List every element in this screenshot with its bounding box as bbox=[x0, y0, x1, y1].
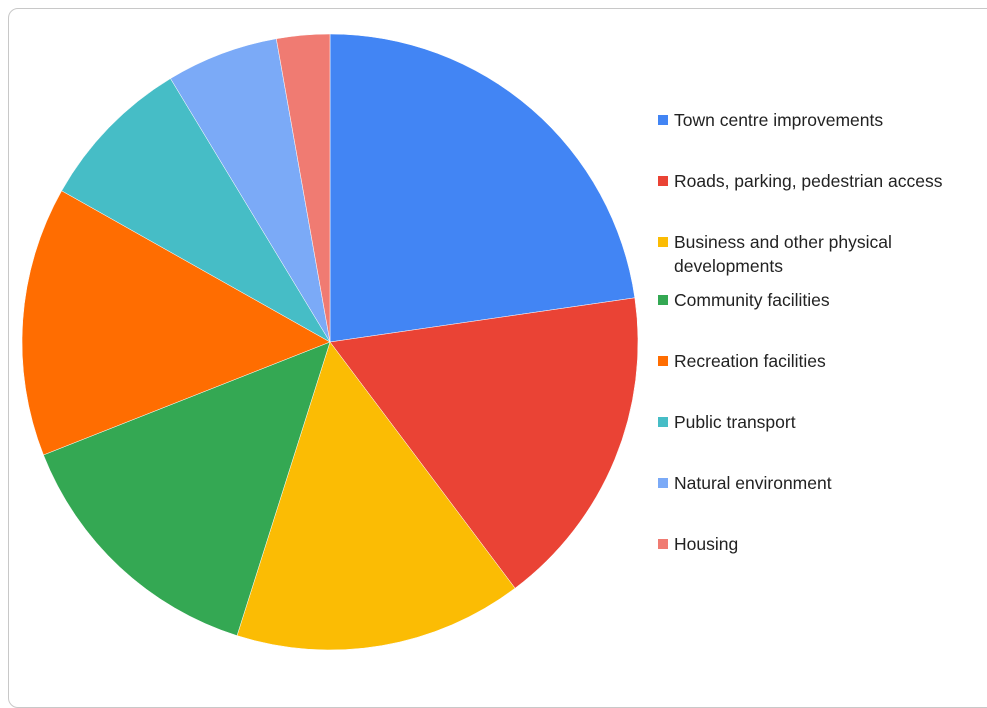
legend-swatch bbox=[658, 115, 668, 125]
legend-swatch bbox=[658, 295, 668, 305]
legend-swatch bbox=[658, 176, 668, 186]
legend-label: Housing bbox=[674, 534, 739, 554]
legend-item-recreation: Recreation facilities bbox=[658, 349, 826, 373]
pie-slice-community-facilities bbox=[43, 341, 331, 636]
legend-swatch bbox=[658, 417, 668, 427]
legend-label: Public transport bbox=[674, 412, 796, 432]
legend-label: Business and other physical developments bbox=[674, 232, 892, 276]
pie-chart bbox=[21, 33, 639, 651]
legend-label: Natural environment bbox=[674, 473, 832, 493]
legend-swatch bbox=[658, 356, 668, 366]
pie-slice-roads-parking-pedestrian-access bbox=[329, 297, 639, 589]
legend-swatch bbox=[658, 237, 668, 247]
legend-swatch bbox=[658, 539, 668, 549]
legend-item-town-centre: Town centre improvements bbox=[658, 108, 883, 132]
legend-item-housing: Housing bbox=[658, 532, 738, 556]
legend-item-business: Business and other physical developments bbox=[658, 230, 918, 278]
pie-slice-town-centre-improvements bbox=[329, 33, 636, 343]
legend-swatch bbox=[658, 478, 668, 488]
legend-item-natural-environment: Natural environment bbox=[658, 471, 832, 495]
pie-slice-housing bbox=[276, 33, 331, 343]
legend-label: Community facilities bbox=[674, 290, 830, 310]
pie-slice-business-and-other-physical-developments bbox=[236, 341, 516, 651]
legend-label: Roads, parking, pedestrian access bbox=[674, 171, 943, 191]
pie-slice-recreation-facilities bbox=[21, 190, 331, 456]
legend-item-roads: Roads, parking, pedestrian access bbox=[658, 169, 942, 193]
legend-label: Recreation facilities bbox=[674, 351, 826, 371]
pie-slice-public-transport bbox=[61, 78, 331, 343]
legend-label: Town centre improvements bbox=[674, 110, 884, 130]
legend-item-public-transport: Public transport bbox=[658, 410, 796, 434]
legend-item-community: Community facilities bbox=[658, 288, 830, 312]
